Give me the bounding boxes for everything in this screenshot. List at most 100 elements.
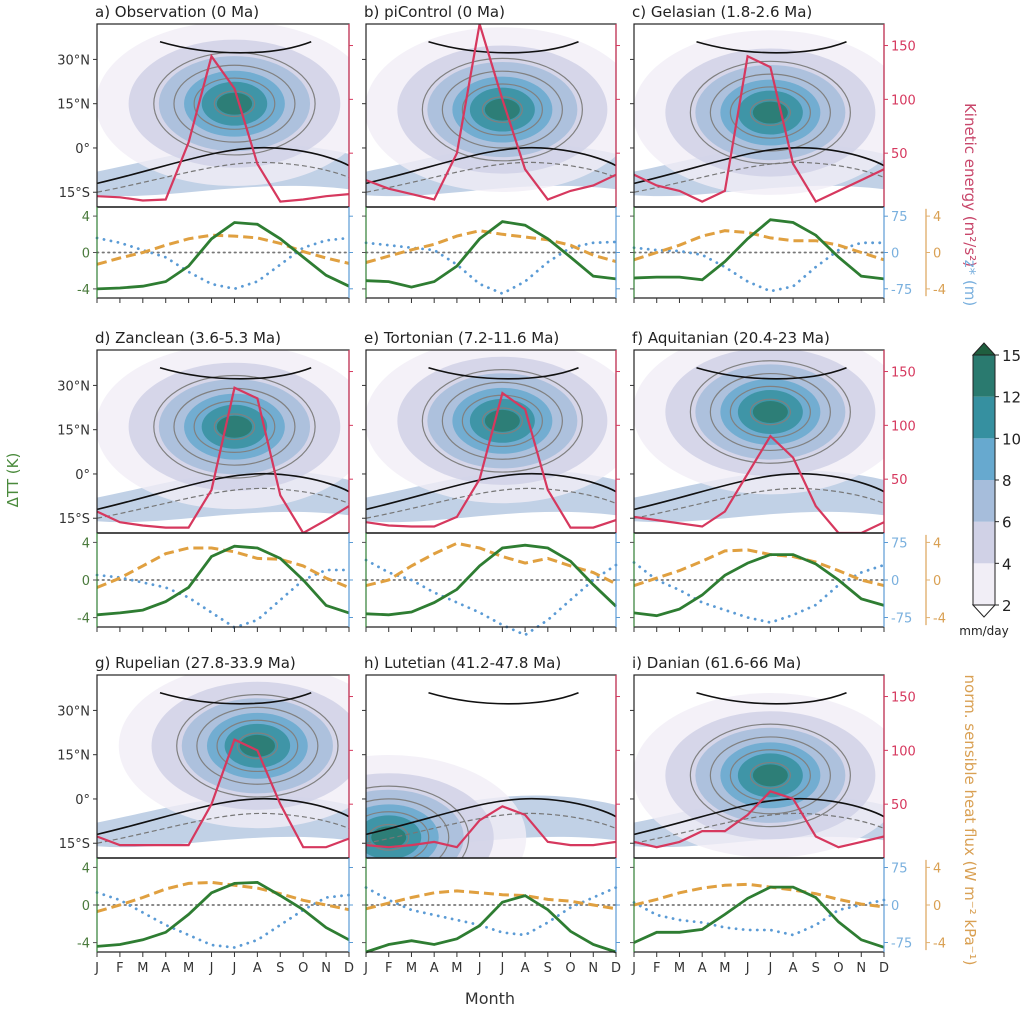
month-tick-label: M [674, 961, 685, 976]
tt-tick-label: 0 [82, 247, 90, 262]
month-tick-label: S [544, 961, 552, 976]
month-tick-label: O [565, 961, 575, 976]
figure-axis-labels: Month ΔTT (K) Kinetic energy (m²/s²) z* … [4, 103, 979, 1008]
gray-contour [153, 374, 316, 479]
ke-tick-label: 150 [891, 40, 916, 55]
panels-grid: a) Observation (0 Ma) 30°N 15°N 0° 15°S -4 0 4 b… [57, 3, 946, 976]
month-tick-label: A [161, 961, 170, 976]
colorbar-band [973, 563, 995, 605]
month-tick-label: M [183, 961, 194, 976]
timeseries-area [632, 548, 886, 624]
zstar-line [632, 241, 886, 293]
kinetic-energy-line [97, 53, 349, 203]
upper-zero-contour [159, 366, 312, 380]
zstar-line [632, 561, 886, 624]
month-tick-label: S [812, 961, 820, 976]
precip-contour-5 [752, 401, 788, 423]
precip-contour-5 [239, 734, 276, 757]
upper-zero-contour [428, 40, 579, 54]
sensible-heat-line [365, 541, 617, 588]
gray-contour [213, 413, 256, 441]
lat-tick-label: 15°N [57, 98, 90, 113]
panel-title: f) Aquitanian (20.4-23 Ma) [632, 329, 830, 347]
gray-contour [193, 400, 276, 453]
colorbar-band [973, 396, 995, 439]
ke-tick-label: 150 [891, 366, 916, 381]
panel-title: a) Observation (0 Ma) [95, 3, 259, 21]
precip-area [97, 350, 349, 533]
colorbar: 2 4 6 8 10 12 15 mm/day [959, 342, 1021, 638]
gray-contour [481, 407, 523, 435]
colorbar-tick-label: 15 [1002, 347, 1021, 365]
zstar-tick-label: 75 [891, 537, 908, 552]
precip-area [634, 675, 884, 858]
colorbar-band [973, 438, 995, 480]
zero-contour [366, 797, 616, 836]
sensible-heat-line [365, 229, 617, 264]
precip-contour-5 [484, 409, 520, 432]
negative-contour [97, 487, 349, 519]
lat-tick-label: 15°S [59, 837, 90, 852]
month-tick-label: J [745, 961, 750, 976]
gray-contour [689, 360, 851, 464]
month-tick-label: J [94, 961, 99, 976]
zstar-axis-label: z* (m) [961, 260, 979, 306]
sensible-heat-line [633, 882, 885, 909]
colorbar-tick-label: 12 [1002, 389, 1021, 407]
negative-contour [366, 161, 616, 193]
month-tick-label: J [631, 961, 636, 976]
zstar-line [95, 236, 351, 291]
month-tick-label: O [298, 961, 308, 976]
month-tick-label: M [719, 961, 730, 976]
gray-contour [421, 57, 583, 162]
zstar-tick-label: -75 [891, 612, 912, 627]
gray-contour [729, 86, 811, 139]
negative-contour [634, 812, 884, 844]
lat-tick-label: 30°N [57, 53, 90, 68]
tt-tick-label: 0 [82, 574, 90, 589]
ke-tick-label: 50 [891, 473, 908, 488]
timeseries-area [364, 220, 618, 296]
sensible-heat-tick-label: 0 [933, 247, 941, 262]
colorbar-band [973, 521, 995, 564]
delta-tt-line [365, 220, 617, 289]
negative-contour [97, 812, 349, 844]
upper-zero-contour [428, 366, 579, 380]
gray-contour [709, 736, 831, 815]
panel-i: i) Danian (61.6-66 Ma) 50 100 150 -75 0 75 -4 0 4… [630, 654, 946, 976]
month-tick-label: F [385, 961, 392, 976]
upper-zero-contour [696, 366, 847, 380]
month-tick-label: N [588, 961, 598, 976]
month-tick-label: F [653, 961, 660, 976]
negative-contour [366, 487, 616, 519]
kinetic-energy-line [634, 790, 884, 849]
kinetic-energy-line [366, 391, 616, 529]
timeseries-area [632, 218, 886, 293]
gray-contour [689, 723, 851, 828]
ke-tick-label: 100 [891, 744, 916, 759]
zstar-tick-label: 75 [891, 862, 908, 877]
colorbar-band [973, 480, 995, 522]
colorbar-tick-label: 2 [1002, 597, 1012, 615]
panel-f: f) Aquitanian (20.4-23 Ma) 50 100 150 -75 0 75… [630, 329, 946, 632]
sensible-heat-tick-label: -4 [933, 283, 946, 298]
gray-contour [749, 761, 791, 789]
lat-tick-label: 0° [75, 468, 90, 483]
panel-title: e) Tortonian (7.2-11.6 Ma) [364, 329, 559, 347]
lat-tick-label: 15°N [57, 424, 90, 439]
zstar-tick-label: 75 [891, 210, 908, 225]
delta-tt-line [365, 543, 617, 617]
zstar-tick-label: -75 [891, 283, 912, 298]
kinetic-energy-line [366, 805, 616, 849]
gray-contour [709, 73, 831, 152]
gray-contour [709, 372, 831, 452]
panel-title: c) Gelasian (1.8-2.6 Ma) [632, 3, 812, 21]
delta-tt-line [633, 218, 885, 282]
kinetic-energy-line [366, 24, 616, 201]
month-tick-label: N [856, 961, 866, 976]
tt-tick-label: 4 [82, 210, 90, 225]
panel-a: a) Observation (0 Ma) 30°N 15°N 0° 15°S -4 0 4 [57, 3, 353, 303]
timeseries-area [95, 221, 351, 291]
month-tick-label: J [767, 961, 772, 976]
colorbar-tick-label: 10 [1002, 430, 1021, 448]
